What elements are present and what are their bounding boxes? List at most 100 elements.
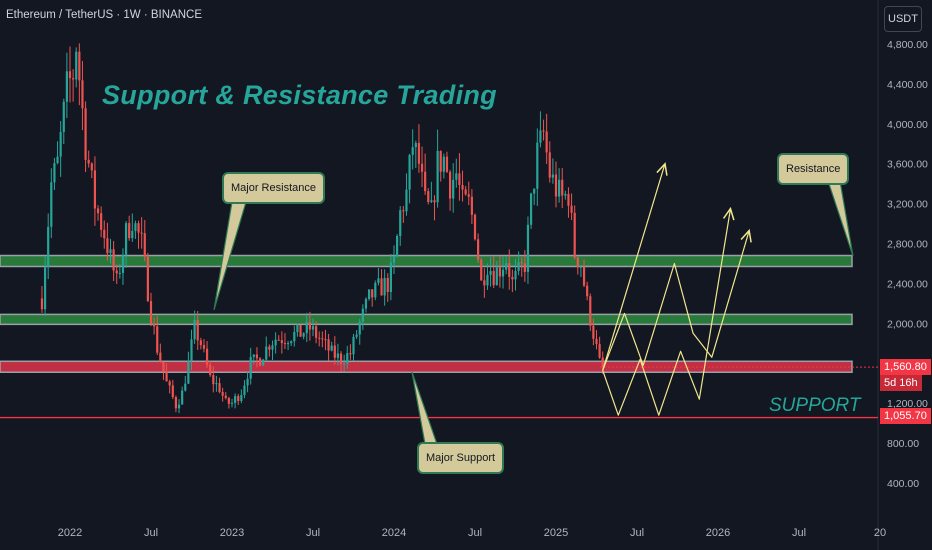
- candle-body: [483, 280, 486, 286]
- candle-body: [545, 131, 548, 153]
- projection-arrowhead: [722, 206, 735, 221]
- candle-body: [212, 375, 215, 385]
- candle-body: [464, 189, 467, 195]
- candle-body: [118, 272, 121, 274]
- candle-body: [224, 395, 227, 399]
- candle-body: [511, 276, 514, 280]
- x-tick-label: 2022: [58, 527, 82, 539]
- callout-resistance: Resistance: [777, 153, 850, 185]
- candle-body: [542, 130, 545, 132]
- candle-body: [109, 249, 112, 254]
- candle-body: [124, 223, 128, 255]
- candle-body: [159, 352, 162, 362]
- candle-body: [268, 346, 271, 350]
- candle-body: [202, 345, 206, 349]
- candle-body: [199, 340, 202, 346]
- candle-body: [308, 322, 311, 330]
- candle-body: [589, 296, 592, 326]
- candle-body: [100, 213, 103, 230]
- candle-body: [352, 336, 355, 355]
- candle-body: [146, 256, 149, 302]
- candle-body: [383, 277, 386, 296]
- candle-body: [433, 200, 436, 203]
- currency-button[interactable]: USDT: [884, 6, 922, 32]
- candle-body: [240, 394, 243, 402]
- candle-body: [358, 321, 361, 335]
- candle-body: [252, 354, 255, 357]
- candle-body: [564, 193, 567, 196]
- candle-body: [128, 223, 131, 239]
- candle-body: [290, 341, 293, 344]
- projection-path: [602, 230, 750, 371]
- candle-body: [93, 170, 97, 209]
- candle-body: [505, 263, 508, 270]
- candle-body: [112, 249, 115, 271]
- y-tick-label: 1,200.00: [887, 398, 928, 410]
- candle-body: [361, 308, 364, 322]
- candle-body: [439, 150, 442, 172]
- candle-body: [520, 262, 523, 264]
- candle-body: [143, 233, 146, 257]
- y-tick-label: 3,600.00: [887, 159, 928, 171]
- candle-body: [333, 345, 336, 358]
- candle-body: [168, 381, 171, 386]
- candle-body: [274, 339, 277, 346]
- candle-body: [526, 224, 530, 272]
- candle-body: [343, 363, 346, 365]
- candle-body: [90, 163, 93, 171]
- candle-body: [374, 282, 377, 298]
- candle-body: [237, 396, 240, 402]
- symbol-header[interactable]: Ethereum / TetherUS · 1W · BINANCE: [6, 9, 202, 21]
- candle-body: [367, 289, 371, 299]
- callout-major-support: Major Support: [417, 442, 505, 474]
- candle-body: [399, 210, 402, 236]
- candle-body: [442, 156, 445, 172]
- candle-body: [153, 323, 156, 327]
- candle-body: [234, 396, 237, 403]
- candle-body: [582, 266, 586, 286]
- candle-body: [177, 404, 181, 409]
- candle-body: [402, 210, 405, 212]
- candle-body: [570, 205, 573, 213]
- x-tick-label: Jul: [792, 527, 806, 539]
- candle-body: [523, 263, 526, 272]
- x-tick-label: 20: [874, 527, 886, 539]
- candle-body: [181, 390, 184, 405]
- candle-body: [296, 325, 299, 333]
- x-tick-label: 2026: [706, 527, 730, 539]
- candle-body: [592, 325, 595, 339]
- candle-body: [190, 339, 193, 361]
- candle-body: [576, 257, 579, 268]
- candle-body: [430, 200, 433, 202]
- candle-body: [302, 333, 305, 337]
- candle-body: [586, 285, 589, 297]
- candle-body: [529, 193, 533, 225]
- y-tick-label: 3,200.00: [887, 199, 928, 211]
- candle-body: [315, 326, 318, 338]
- candle-body: [106, 238, 109, 254]
- candle-body: [75, 51, 78, 80]
- projection-path: [602, 208, 732, 416]
- candle-body: [380, 278, 383, 296]
- callout-pointer-resistance: [827, 180, 854, 257]
- x-tick-label: 2024: [382, 527, 406, 539]
- callout-major-resistance: Major Resistance: [222, 172, 325, 204]
- candle-body: [283, 343, 287, 345]
- candle-body: [196, 319, 199, 341]
- x-tick-label: Jul: [630, 527, 644, 539]
- candle-body: [156, 326, 159, 353]
- candle-body: [59, 132, 62, 157]
- candle-body: [396, 235, 399, 257]
- candle-body: [508, 263, 511, 277]
- candle-body: [243, 385, 246, 395]
- candle-body: [87, 159, 90, 164]
- projection-arrowhead: [656, 162, 668, 176]
- candle-body: [324, 339, 327, 341]
- candle-body: [62, 101, 65, 133]
- candle-body: [174, 397, 178, 409]
- candle-body: [486, 274, 489, 286]
- candle-body: [417, 142, 421, 164]
- support-label: SUPPORT: [769, 395, 861, 416]
- candle-body: [480, 259, 483, 281]
